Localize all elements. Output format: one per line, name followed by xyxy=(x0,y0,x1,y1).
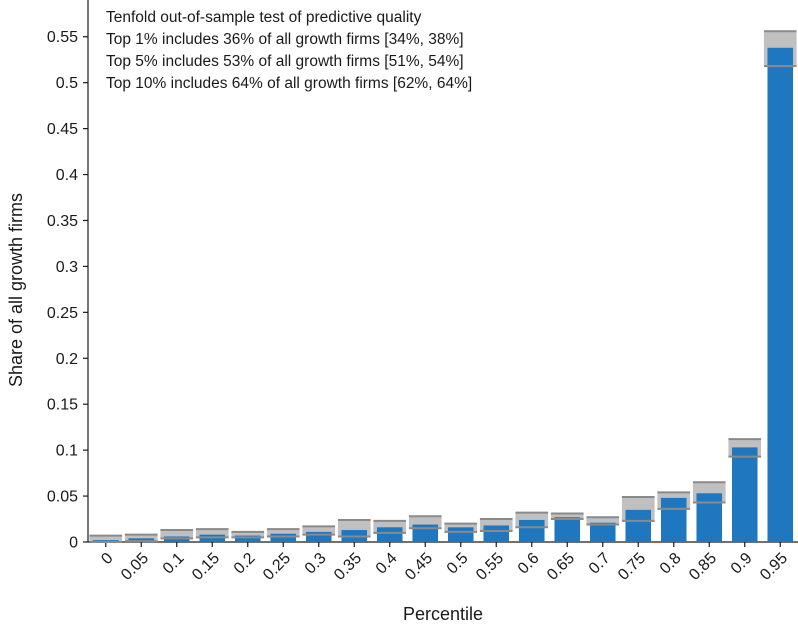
confidence-band xyxy=(550,513,584,520)
x-tick-label: 0.6 xyxy=(515,550,543,578)
x-tick-label: 0.9 xyxy=(728,550,756,578)
annotation-block: Tenfold out-of-sample test of predictive… xyxy=(106,9,472,92)
x-tick-label: 0.55 xyxy=(473,550,507,584)
bar xyxy=(483,525,510,542)
bar xyxy=(767,47,794,542)
bar xyxy=(376,527,403,542)
x-tick-label: 0.85 xyxy=(686,550,720,584)
x-tick-label: 0 xyxy=(98,550,116,568)
x-tick-label: 0.4 xyxy=(373,550,401,578)
confidence-band xyxy=(266,529,300,537)
confidence-band xyxy=(302,526,336,535)
x-axis-label: Percentile xyxy=(403,604,483,624)
x-tick-label: 0.95 xyxy=(757,550,791,584)
confidence-band xyxy=(479,519,513,531)
y-tick-label: 0.4 xyxy=(56,167,78,184)
confidence-band xyxy=(124,534,158,542)
y-tick-label: 0.05 xyxy=(47,489,78,506)
confidence-band xyxy=(373,520,407,533)
bar xyxy=(447,527,474,542)
bar xyxy=(518,519,545,542)
x-tick-label: 0.65 xyxy=(544,550,578,584)
bar xyxy=(412,524,439,542)
x-tick-label: 0.1 xyxy=(160,550,188,578)
bar xyxy=(731,447,758,542)
bar xyxy=(270,533,297,542)
x-tick-label: 0.45 xyxy=(402,550,436,584)
annotation-line: Top 5% includes 53% of all growth firms … xyxy=(106,53,464,70)
bar xyxy=(696,493,723,542)
y-tick-label: 0.55 xyxy=(47,29,78,46)
bar xyxy=(625,509,652,542)
y-tick-label: 0.35 xyxy=(47,213,78,230)
x-tick-label: 0.5 xyxy=(444,550,472,578)
x-tick-label: 0.25 xyxy=(260,550,294,584)
x-tick-label: 0.3 xyxy=(302,550,330,578)
x-tick-label: 0.35 xyxy=(331,550,365,584)
y-tick-label: 0.3 xyxy=(56,259,78,276)
annotation-line: Top 10% includes 64% of all growth firms… xyxy=(106,75,472,92)
y-axis: 0 0.05 0.1 0.15 0.2 0.25 0.3 0.35 0.4 0.45 0.5 0.55 xyxy=(47,0,89,552)
y-tick-label: 0.25 xyxy=(47,305,78,322)
x-axis: 0 0.05 0.1 0.15 0.2 0.25 0.3 0.35 0.4 0.45 0.5 0.55… xyxy=(88,541,798,584)
bar xyxy=(554,517,581,542)
bar xyxy=(660,497,687,542)
x-tick-label: 0.75 xyxy=(615,550,649,584)
bar xyxy=(305,531,332,542)
confidence-band xyxy=(231,531,265,538)
confidence-band xyxy=(408,516,442,529)
confidence-band xyxy=(160,530,194,539)
y-tick-label: 0.1 xyxy=(56,443,78,460)
x-tick-label: 0.8 xyxy=(657,550,685,578)
confidence-band xyxy=(195,529,229,538)
confidence-band xyxy=(89,535,123,542)
bar xyxy=(234,535,261,542)
annotation-line: Top 1% includes 36% of all growth firms … xyxy=(106,31,464,48)
x-tick-label: 0.2 xyxy=(231,550,259,578)
y-axis-label: Share of all growth firms xyxy=(6,193,26,387)
bar xyxy=(589,522,616,542)
y-tick-label: 0.15 xyxy=(47,397,78,414)
y-tick-label: 0.2 xyxy=(56,351,78,368)
y-tick-label: 0 xyxy=(69,535,78,552)
x-tick-label: 0.7 xyxy=(586,550,614,578)
annotation-line: Tenfold out-of-sample test of predictive… xyxy=(106,9,422,26)
y-tick-label: 0.45 xyxy=(47,121,78,138)
bars xyxy=(89,30,797,543)
y-tick-label: 0.5 xyxy=(56,75,78,92)
confidence-band xyxy=(586,517,620,525)
x-tick-label: 0.15 xyxy=(189,550,223,584)
x-tick-label: 0.05 xyxy=(118,550,152,584)
